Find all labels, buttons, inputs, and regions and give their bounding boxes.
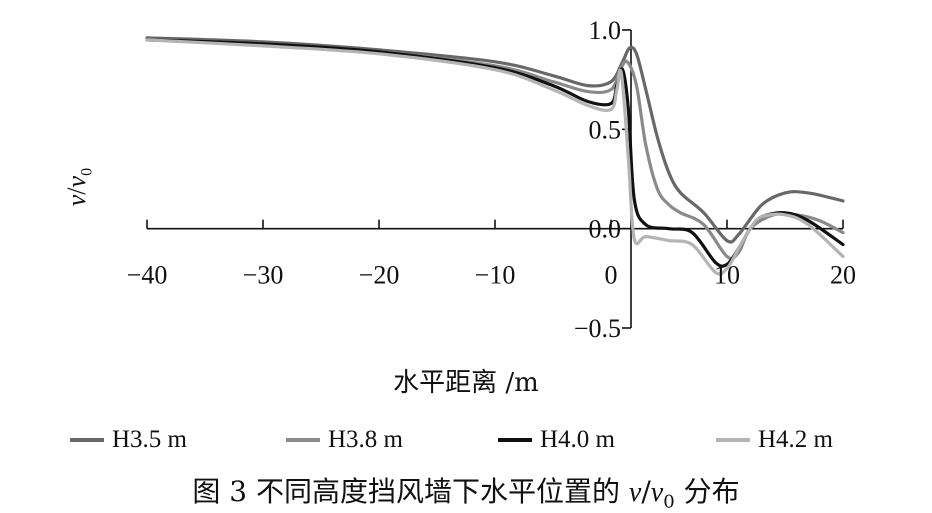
y-tick-label: 1.0 [589, 16, 622, 45]
y-tick-label: 0.5 [589, 115, 622, 144]
legend-label: H4.0 m [540, 426, 615, 453]
x-tick-label: 20 [830, 261, 856, 290]
figure-caption: 图 3 不同高度挡风墙下水平位置的 v/v0 分布 [192, 475, 740, 513]
legend-item: H4.0 m [498, 420, 615, 460]
x-tick-label: −10 [475, 261, 516, 290]
series-group [145, 36, 845, 276]
y-axis-label: v/v0 [62, 167, 96, 207]
legend-label: H4.2 m [758, 426, 833, 453]
x-tick-label: 0 [605, 261, 618, 290]
legend-label: H3.8 m [328, 426, 403, 453]
line-chart: −40 −30 −20 −10 0 10 20 1.0 0.5 0.0 −0.5 [127, 16, 856, 343]
legend: H3.5 m H3.8 m H4.0 m H4.2 m [0, 420, 932, 460]
legend-swatch [286, 438, 320, 442]
x-tick-label: −30 [243, 261, 284, 290]
y-tick-label: −0.5 [574, 314, 621, 343]
legend-item: H3.8 m [286, 420, 403, 460]
legend-swatch [716, 438, 750, 442]
legend-item: H4.2 m [716, 420, 833, 460]
series-line-h3-5-m [145, 36, 845, 244]
legend-item: H3.5 m [70, 420, 187, 460]
y-tick-label: 0.0 [589, 215, 622, 244]
legend-swatch [498, 438, 532, 442]
tick-labels: −40 −30 −20 −10 0 10 20 1.0 0.5 0.0 −0.5 [127, 16, 856, 343]
axes [146, 29, 844, 329]
series-line-h4-2-m [145, 38, 845, 276]
x-tick-label: −20 [359, 261, 400, 290]
x-axis-label: 水平距离 /m [393, 368, 539, 398]
x-tick-label: −40 [127, 261, 168, 290]
legend-swatch [70, 438, 104, 442]
legend-label: H3.5 m [112, 426, 187, 453]
x-tick-label: 10 [714, 261, 740, 290]
